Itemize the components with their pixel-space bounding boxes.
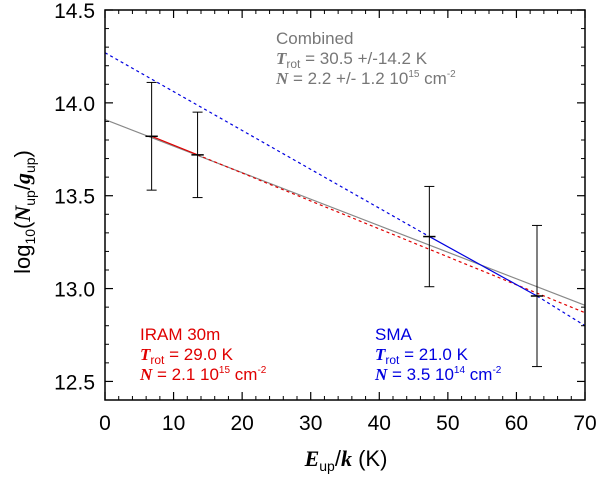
data-point <box>423 185 436 288</box>
data-point <box>145 81 158 191</box>
x-tick-label: 60 <box>505 412 528 435</box>
x-tick-label: 40 <box>368 412 391 435</box>
x-tick-label: 20 <box>230 412 253 435</box>
fit-line <box>104 52 430 238</box>
annotation-iram: IRAM 30m Trot = 29.0 K N = 2.1 1015 cm-2 <box>139 325 267 384</box>
fit-line <box>104 119 586 306</box>
annotation-combined: Combined Trot = 30.5 +/-14.2 K N = 2.2 +… <box>275 29 456 88</box>
data-point <box>530 224 544 368</box>
combined-title: Combined <box>276 29 354 48</box>
fit-line <box>429 236 538 297</box>
y-tick-label: 12.5 <box>54 371 95 394</box>
x-tick-label: 0 <box>99 412 111 435</box>
x-tick-label: 70 <box>573 412 596 435</box>
sma-n: N = 3.5 1014 cm-2 <box>374 365 502 384</box>
combined-n: N = 2.2 +/- 1.2 1015 cm-2 <box>275 69 456 88</box>
combined-trot: Trot = 30.5 +/-14.2 K <box>276 49 428 71</box>
y-tick-label: 14.5 <box>54 0 95 23</box>
fit-line <box>151 135 198 156</box>
x-tick-label: 30 <box>299 412 322 435</box>
iram-trot: Trot = 29.0 K <box>140 345 234 367</box>
axis-ticks: 0 10 20 30 40 50 60 70 12.5 13.0 13.5 14.0 14.5 <box>54 0 597 435</box>
y-tick-label: 13.5 <box>54 186 95 209</box>
x-axis-label: Eup/k (K) <box>304 446 388 474</box>
y-axis-label: log10(Nup/gup) <box>10 150 38 274</box>
annotation-sma: SMA Trot = 21.0 K N = 3.5 1014 cm-2 <box>374 325 502 384</box>
sma-title: SMA <box>375 325 413 344</box>
data-points <box>145 81 544 368</box>
x-tick-label: 10 <box>162 412 185 435</box>
y-tick-label: 13.0 <box>54 279 95 302</box>
y-tick-label: 14.0 <box>54 93 95 116</box>
data-point <box>191 111 204 199</box>
x-tick-label: 50 <box>436 412 459 435</box>
sma-trot: Trot = 21.0 K <box>375 345 469 367</box>
plot-frame <box>104 9 586 401</box>
fit-lines <box>104 52 586 327</box>
iram-n: N = 2.1 1015 cm-2 <box>139 365 267 384</box>
iram-title: IRAM 30m <box>140 325 220 344</box>
